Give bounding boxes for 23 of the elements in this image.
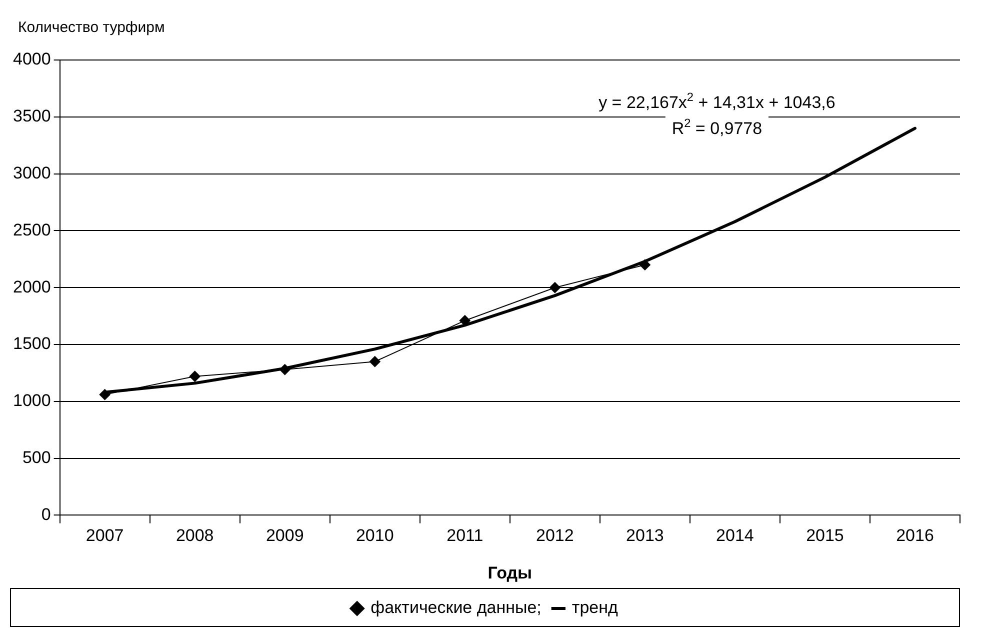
x-tick-label: 2012 — [536, 526, 574, 546]
x-tick-label: 2014 — [716, 526, 754, 546]
x-tick-label: 2016 — [896, 526, 934, 546]
x-tick-label: 2011 — [446, 526, 484, 546]
x-tick-label: 2009 — [266, 526, 304, 546]
legend-label: тренд — [572, 598, 618, 618]
y-tick-label: 1000 — [12, 391, 51, 410]
x-axis-title: Годы — [488, 563, 532, 582]
y-tick-label: 500 — [22, 448, 51, 467]
y-tick-label: 1500 — [12, 334, 51, 354]
y-tick-label: 0 — [41, 504, 51, 524]
y-tick-label: 3000 — [12, 163, 51, 182]
y-tick-label: 2000 — [12, 277, 51, 296]
legend-label: фактические данные; — [370, 598, 542, 618]
x-tick-label: 2015 — [806, 526, 844, 546]
x-tick-label: 2008 — [176, 526, 214, 546]
x-tick-label: 2007 — [86, 526, 124, 546]
y-axis-title: Количество турфирм — [18, 19, 165, 36]
y-tick-label: 3500 — [12, 106, 51, 126]
x-tick-label: 2010 — [356, 526, 394, 546]
x-tick-label: 2013 — [626, 526, 664, 546]
y-tick-label: 2500 — [12, 220, 51, 240]
y-tick-label: 4000 — [12, 50, 51, 69]
